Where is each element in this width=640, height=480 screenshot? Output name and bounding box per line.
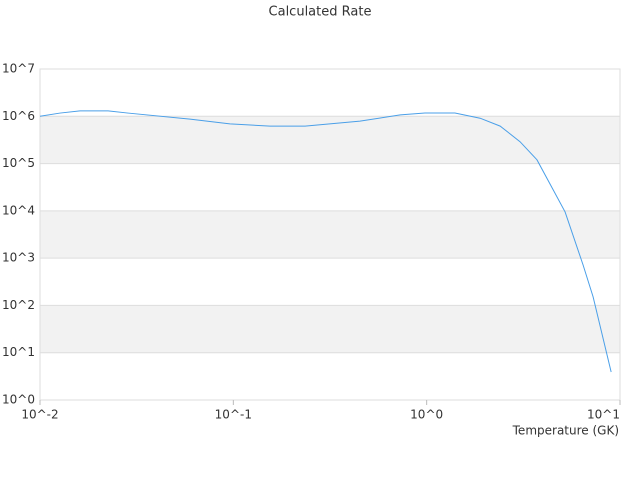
grid-band: [40, 210, 620, 259]
y-tick-label: 10^5: [2, 156, 35, 170]
y-tick-label: 10^2: [2, 298, 35, 312]
data-line: [39, 110, 612, 373]
y-tick-label: 10^6: [2, 109, 35, 123]
y-tick-label: 10^0: [2, 393, 35, 407]
y-tick-label: 10^4: [2, 203, 35, 217]
y-tick-label: 10^7: [2, 62, 35, 76]
x-tick-label: 10^-2: [21, 408, 58, 422]
x-axis-label: Temperature (GK): [512, 424, 619, 438]
y-tick-label: 10^3: [2, 251, 35, 265]
grid-band: [40, 305, 620, 353]
chart-title: Calculated Rate: [269, 5, 372, 20]
y-tick-label: 10^1: [2, 345, 35, 359]
x-tick-label: 10^1: [587, 408, 620, 422]
plot-frame: [39, 68, 621, 401]
x-tick-label: 10^0: [410, 408, 443, 422]
x-tick-label: 10^-1: [215, 408, 252, 422]
